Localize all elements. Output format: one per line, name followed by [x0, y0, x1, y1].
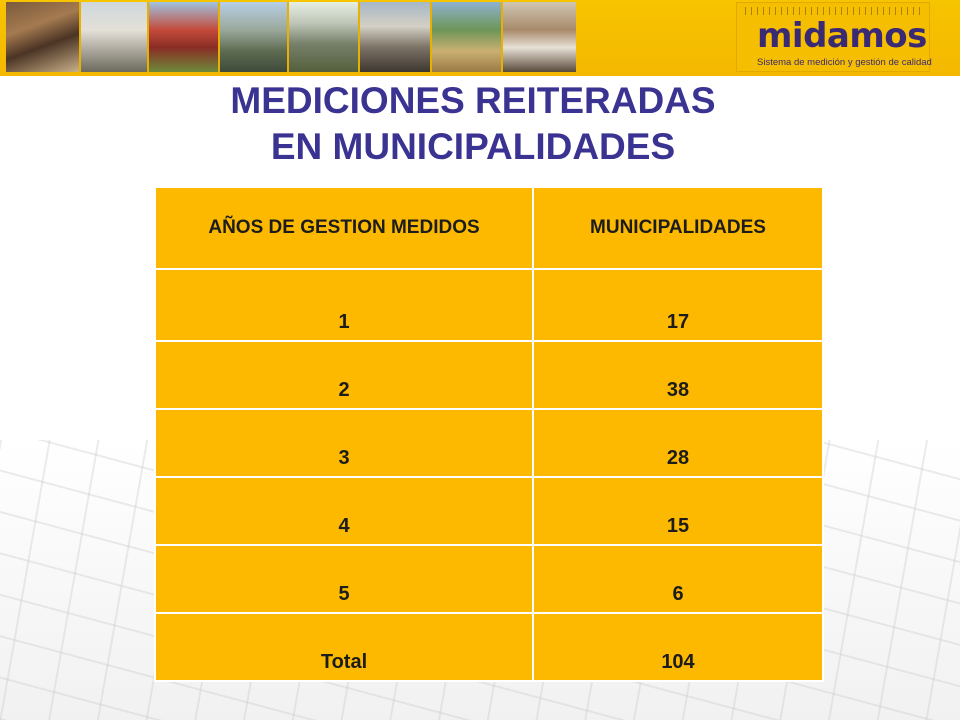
table-header-row: AÑOS DE GESTION MEDIDOS MUNICIPALIDADES — [155, 187, 823, 269]
photo-town-hall — [81, 2, 148, 72]
slide-title-line-1: MEDICIONES REITERADAS — [0, 78, 946, 124]
slide-title: MEDICIONES REITERADAS EN MUNICIPALIDADES — [0, 78, 946, 170]
cell-years: 2 — [155, 341, 533, 409]
photo-red-building — [149, 2, 220, 72]
header-banner: midamos Sistema de medición y gestión de… — [0, 0, 960, 76]
header-municipalities: MUNICIPALIDADES — [533, 187, 823, 269]
table-row: 4 15 — [155, 477, 823, 545]
photo-group — [360, 2, 431, 72]
header-years-measured: AÑOS DE GESTION MEDIDOS — [155, 187, 533, 269]
cell-count: 6 — [533, 545, 823, 613]
photo-church-tower — [289, 2, 360, 72]
cell-count: 17 — [533, 269, 823, 341]
logo-wordmark: midamos — [757, 17, 927, 55]
cell-count: 15 — [533, 477, 823, 545]
photo-people-walking — [220, 2, 289, 72]
photo-meeting — [503, 2, 576, 72]
photo-plaza — [432, 2, 503, 72]
cell-years: 1 — [155, 269, 533, 341]
midamos-logo: midamos Sistema de medición y gestión de… — [736, 2, 930, 72]
logo-tagline: Sistema de medición y gestión de calidad — [757, 57, 932, 68]
cell-years: 5 — [155, 545, 533, 613]
measurements-table: AÑOS DE GESTION MEDIDOS MUNICIPALIDADES … — [154, 186, 824, 682]
table-row: 1 17 — [155, 269, 823, 341]
cell-count: 38 — [533, 341, 823, 409]
cell-total-label: Total — [155, 613, 533, 681]
logo-ruler-decoration — [745, 7, 921, 15]
table-row: 5 6 — [155, 545, 823, 613]
cell-total-count: 104 — [533, 613, 823, 681]
table-row: 2 38 — [155, 341, 823, 409]
cell-count: 28 — [533, 409, 823, 477]
slide-title-line-2: EN MUNICIPALIDADES — [0, 124, 946, 170]
cell-years: 4 — [155, 477, 533, 545]
table-row-total: Total 104 — [155, 613, 823, 681]
table-row: 3 28 — [155, 409, 823, 477]
cell-years: 3 — [155, 409, 533, 477]
photo-building — [6, 2, 81, 72]
photo-strip — [6, 2, 576, 72]
